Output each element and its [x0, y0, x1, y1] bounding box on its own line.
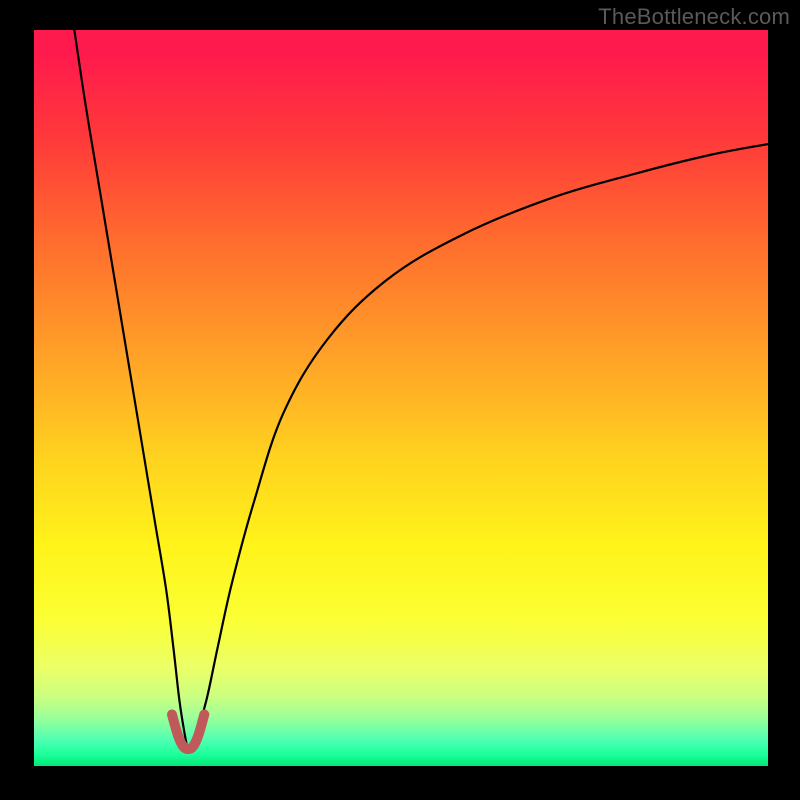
- chart-stage: TheBottleneck.com: [0, 0, 800, 800]
- bottleneck-chart: [0, 0, 800, 800]
- plot-background: [34, 30, 768, 766]
- watermark-text: TheBottleneck.com: [598, 4, 790, 30]
